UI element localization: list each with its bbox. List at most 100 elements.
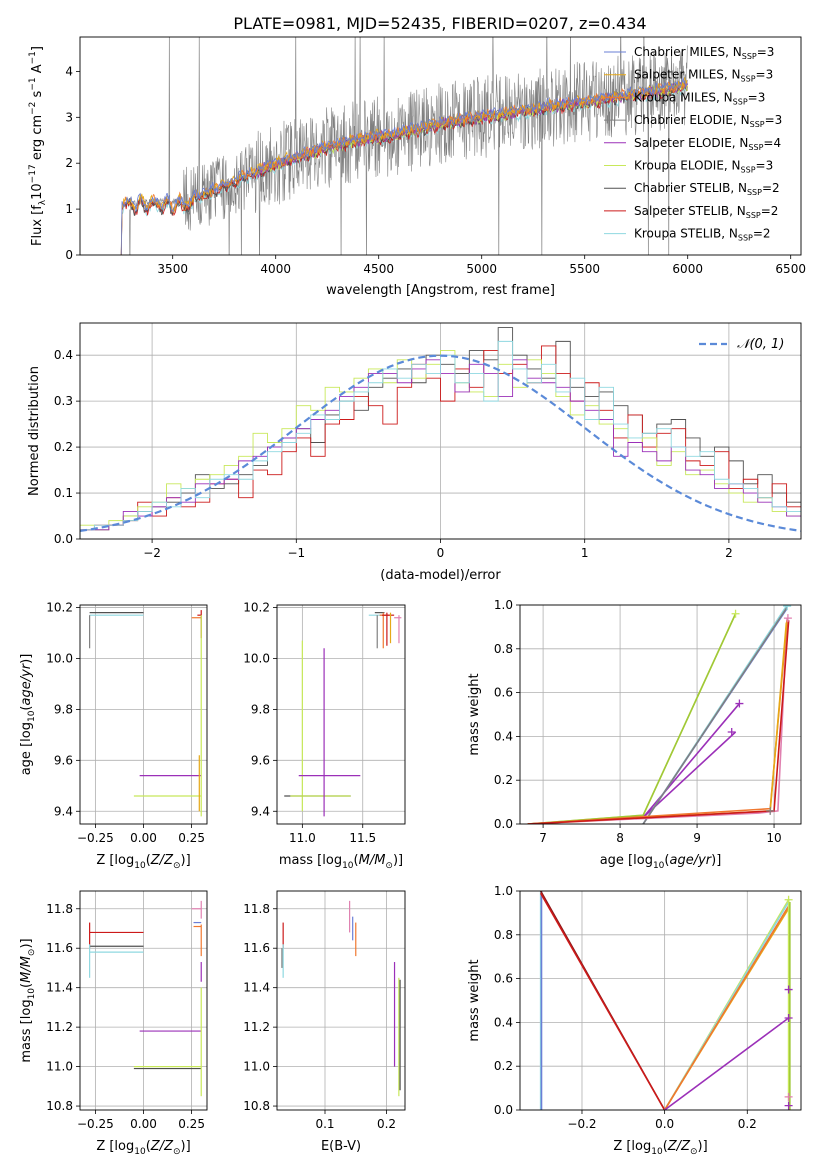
plot-area — [80, 327, 801, 539]
y-tick-label: 0 — [65, 248, 73, 262]
label-part: s — [30, 90, 45, 101]
weight-marker — [735, 699, 744, 708]
y-tick-label: 0.8 — [494, 642, 513, 656]
label-part: age/yr — [669, 853, 712, 868]
x-tick-label: 5000 — [466, 262, 497, 276]
label-part: =3 — [748, 90, 766, 104]
label-part: −2 — [28, 102, 38, 115]
y-tick-label: 11.0 — [243, 1060, 270, 1074]
y-tick-label: 9.8 — [54, 702, 73, 716]
legend-label: Kroupa ELODIE, NSSP=3 — [634, 159, 773, 175]
x-axis-label: Z [log10(Z/Z⊙)] — [96, 1139, 190, 1157]
label-part: Salpeter STELIB, N — [634, 204, 746, 218]
label-part: 10 — [30, 183, 45, 200]
label-part: ( — [354, 853, 359, 868]
weight-marker — [783, 614, 792, 623]
y-tick-label: 9.4 — [54, 804, 73, 818]
weight-line — [539, 892, 666, 1110]
label-part: Kroupa MILES, N — [634, 90, 733, 104]
y-tick-label: 1.0 — [494, 598, 513, 612]
x-tick-label: 0 — [437, 546, 445, 560]
x-axis-label: Z [log10(Z/Z⊙)] — [613, 1139, 707, 1157]
label-part: Z [log — [613, 1139, 651, 1154]
label-part: SSP — [741, 75, 756, 84]
axes: 3500 4000 4500 5000 5500 6000 6500 0 1 2 3 4 Flux [f… — [28, 36, 806, 298]
age-vs-Z-panel: −0.25 0.00 0.259.49.69.810.010.2Z [log10(Z… — [19, 601, 208, 871]
normal-pdf-curve — [80, 354, 801, 533]
plot-area — [284, 612, 402, 817]
weight-marker — [766, 806, 775, 815]
label-part: ( — [19, 706, 34, 711]
x-axis-label: (data-model)/error — [380, 568, 501, 583]
x-tick-label: 4000 — [260, 262, 291, 276]
x-tick-label: 10 — [766, 831, 781, 845]
label-part: M/M — [359, 853, 386, 868]
y-tick-label: 0.0 — [494, 817, 513, 831]
y-tick-label: 11.4 — [46, 981, 73, 995]
label-part: 10 — [134, 1147, 146, 1157]
label-part: age/yr — [19, 662, 34, 705]
x-tick-label: 3500 — [157, 262, 188, 276]
label-part: Flux [f — [30, 205, 45, 246]
label-part: Salpeter ELODIE, N — [634, 136, 748, 150]
y-axis-label: Normed distribution — [27, 366, 42, 496]
label-part: =4 — [763, 136, 781, 150]
label-part: )] — [181, 1139, 191, 1154]
y-tick-label: 0.6 — [494, 686, 513, 700]
y-tick-label: 0.6 — [494, 972, 513, 986]
axes: −0.2 0.0 0.2 0.0 0.2 0.4 0.6 0.8 1.0 Z [log10(Z/Z… — [467, 884, 802, 1157]
label-part: )] — [181, 853, 191, 868]
weight-marker — [784, 985, 793, 994]
y-axis-label: mass weight — [467, 673, 482, 755]
label-part: −1 — [28, 77, 38, 90]
y-tick-label: 1 — [65, 202, 73, 216]
axes: 0.1 0.2 10.8 11.0 11.2 11.4 11.6 11.8 E(B-V) — [243, 890, 406, 1154]
label-part: SSP — [747, 188, 762, 197]
axes-frame — [276, 604, 406, 825]
x-tick-label: 0.00 — [130, 1117, 157, 1131]
x-tick-label: 1 — [581, 546, 589, 560]
hist-salpeter-stelib — [80, 345, 801, 539]
x-tick-label: −1 — [287, 546, 305, 560]
label-part: 10 — [27, 710, 37, 722]
weight-marker — [784, 1014, 793, 1023]
weight-marker — [783, 605, 792, 611]
label-part: Z/Z — [667, 1139, 691, 1154]
label-part: age [log — [600, 853, 653, 868]
weight-line — [642, 606, 788, 824]
label-part: ⊙ — [173, 861, 181, 871]
label-part: Chabrier STELIB, N — [634, 181, 747, 195]
axes-frame — [79, 604, 208, 825]
y-tick-label: 10.8 — [243, 1099, 270, 1113]
axes-frame — [79, 890, 208, 1111]
weight-line — [663, 905, 790, 1110]
y-tick-label: 0.3 — [54, 394, 73, 408]
x-tick-label: 11.5 — [349, 831, 376, 845]
y-tick-label: 9.6 — [251, 753, 270, 767]
label-part: Z [log — [96, 1139, 134, 1154]
label-part: Salpeter MILES, N — [634, 68, 741, 82]
legend-label: Salpeter MILES, NSSP=3 — [634, 68, 773, 84]
grid — [277, 891, 405, 1110]
y-tick-label: 9.8 — [251, 702, 270, 716]
label-part: =2 — [762, 181, 780, 195]
y-tick-label: 0.0 — [54, 532, 73, 546]
label-part: )] — [19, 654, 34, 664]
y-tick-label: 2 — [65, 156, 73, 170]
x-tick-label: 2 — [725, 546, 733, 560]
grid — [80, 891, 207, 1110]
y-tick-label: 0.2 — [494, 773, 513, 787]
data-spectrum — [129, 37, 688, 255]
x-axis-label: E(B-V) — [321, 1139, 361, 1154]
label-part: λ — [38, 199, 48, 205]
age-vs-mass-panel: 11.0 11.5 9.4 9.6 9.8 10.0 10.2 mass [log10(M/M… — [243, 601, 406, 871]
x-tick-label: 5500 — [569, 262, 600, 276]
y-tick-label: 0.4 — [54, 348, 73, 362]
legend-label: Kroupa MILES, NSSP=3 — [634, 90, 765, 106]
x-axis-label: age [log10(age/yr)] — [600, 853, 722, 871]
y-tick-label: 4 — [65, 64, 73, 78]
weight-marker — [784, 895, 793, 904]
y-axis-label: mass weight — [467, 959, 482, 1041]
